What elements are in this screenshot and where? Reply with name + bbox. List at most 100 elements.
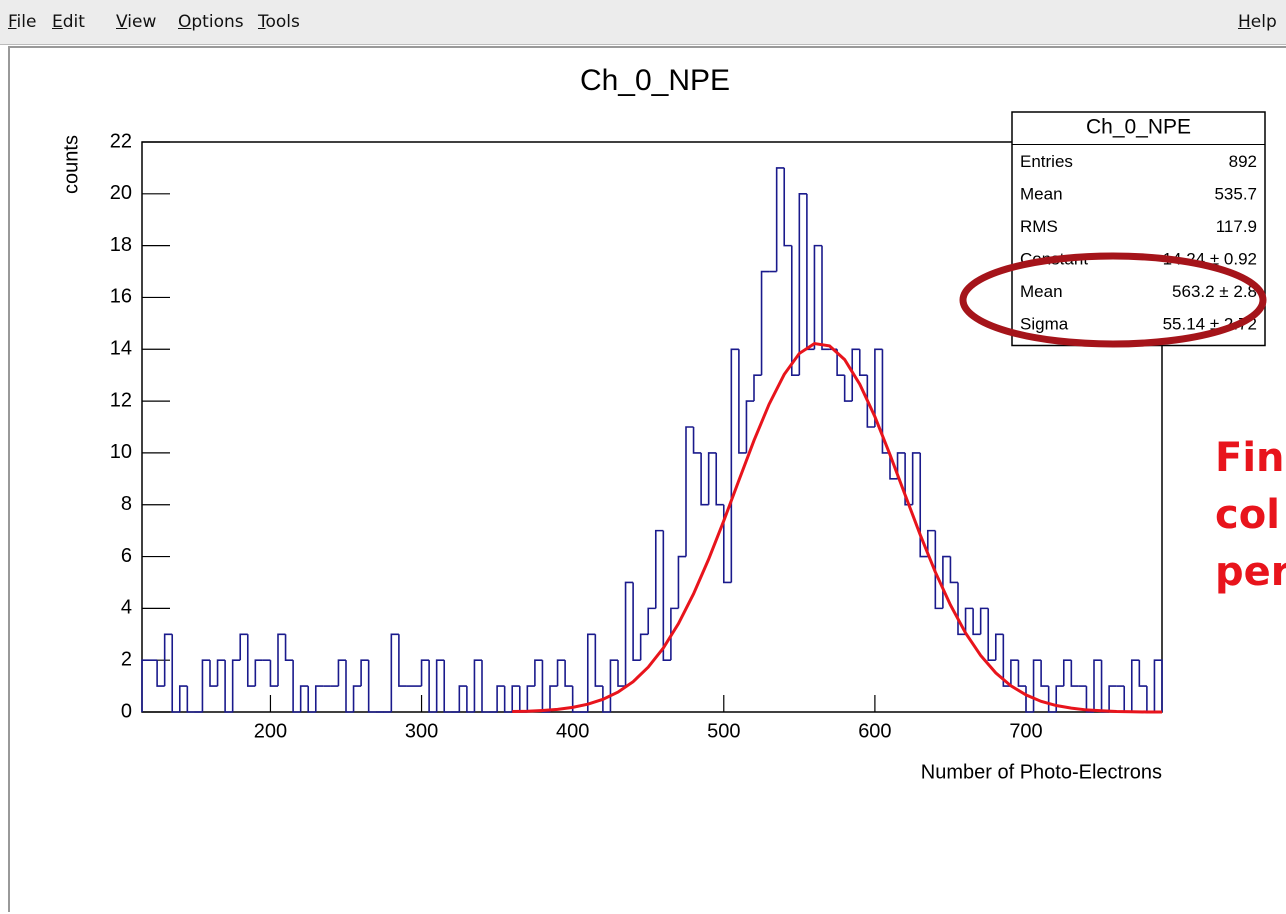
y-tick-label: 4 <box>121 597 132 619</box>
histogram-bin <box>337 659 346 687</box>
stats-label: Entries <box>1020 152 1073 171</box>
y-tick-label: 12 <box>110 389 132 411</box>
histogram-bin <box>178 685 188 712</box>
histogram-bin <box>692 427 702 454</box>
histogram-bin <box>836 349 845 376</box>
histogram-bin <box>685 426 694 557</box>
histogram-bin <box>239 633 248 661</box>
histogram-bin <box>1123 686 1132 713</box>
y-axis-label: counts <box>60 135 82 194</box>
stats-value: 563.2 ± 2.8 <box>1172 282 1257 301</box>
histogram-bin <box>1138 660 1147 687</box>
histogram-bin <box>881 349 890 454</box>
histogram-bin <box>345 660 354 713</box>
menu-item[interactable]: Tools <box>258 12 300 32</box>
histogram-bin <box>420 659 430 687</box>
menu-item[interactable]: File <box>8 12 37 32</box>
histogram-bin <box>632 582 641 661</box>
histogram-bin <box>299 685 309 712</box>
histogram-bin <box>1032 659 1042 712</box>
histogram-bin <box>511 685 520 712</box>
histogram-bin <box>677 555 686 609</box>
histogram-bin <box>526 685 535 712</box>
annotation: col <box>1215 492 1280 538</box>
histogram-bin <box>360 659 369 687</box>
menu-item[interactable]: View <box>116 12 157 32</box>
histogram-bin <box>1002 634 1011 687</box>
histogram-bin <box>934 530 943 610</box>
histogram-bin <box>246 634 256 687</box>
x-tick-label: 700 <box>1009 720 1042 742</box>
annotation: Fin <box>1215 435 1285 481</box>
histogram-bin <box>367 660 377 713</box>
histogram-bin <box>224 660 233 713</box>
menu-item[interactable]: Options <box>178 12 244 32</box>
stats-box <box>1011 111 1266 347</box>
histogram-bin <box>1010 659 1019 687</box>
histogram-bin <box>866 375 875 428</box>
histogram-bin <box>390 633 399 712</box>
histogram-bin <box>602 686 611 713</box>
histogram-bin <box>609 659 618 712</box>
histogram-bin <box>700 452 709 506</box>
histogram-bin <box>775 167 785 272</box>
histogram-bin <box>730 348 739 583</box>
histogram-bin <box>874 348 883 427</box>
histogram-bin <box>1100 660 1110 713</box>
histogram-bin <box>541 660 550 713</box>
histogram-bin <box>269 660 278 687</box>
histogram-bin <box>518 686 528 713</box>
histogram-bin <box>753 374 762 402</box>
histogram-bin <box>806 193 815 351</box>
histogram-bin <box>284 634 294 661</box>
y-tick-label: 0 <box>121 700 132 722</box>
y-tick-label: 18 <box>110 234 132 256</box>
histogram-bin <box>813 244 822 350</box>
histogram-bin <box>949 556 958 584</box>
histogram-bin <box>957 582 966 636</box>
menu-item[interactable]: Help <box>1238 12 1277 32</box>
stats-value: 892 <box>1229 152 1257 171</box>
y-tick-label: 22 <box>110 130 132 152</box>
histogram-bin <box>1093 659 1102 712</box>
histogram-bin <box>549 685 558 712</box>
histogram-bin <box>473 659 482 712</box>
histogram-bin <box>1040 660 1049 687</box>
y-tick-label: 16 <box>110 286 132 308</box>
y-tick-label: 20 <box>110 182 132 204</box>
histogram-bin <box>738 349 747 454</box>
histogram-bin <box>858 349 868 376</box>
x-axis-label: Number of Photo-Electrons <box>921 761 1162 783</box>
stats-value: 117.9 <box>1216 217 1257 236</box>
stats-value: 535.7 <box>1214 185 1257 204</box>
histogram-bin <box>964 607 974 635</box>
histogram-bin <box>556 659 566 687</box>
x-tick-label: 500 <box>707 720 740 742</box>
histogram-bin <box>639 633 649 661</box>
y-tick-label: 10 <box>110 441 132 463</box>
histogram-bin <box>503 686 513 713</box>
histogram-bin <box>790 245 800 376</box>
histogram-bin <box>292 660 301 713</box>
x-tick-label: 600 <box>858 720 891 742</box>
histogram-bin <box>156 660 165 687</box>
histogram-bin <box>843 375 853 402</box>
histogram-bin <box>443 660 452 713</box>
histogram-bin <box>594 634 603 687</box>
histogram-bin <box>1070 660 1079 687</box>
histogram-bin <box>647 607 656 635</box>
x-tick-label: 400 <box>556 720 589 742</box>
histogram-bin <box>209 660 218 687</box>
histogram-bin <box>352 685 362 712</box>
y-tick-label: 6 <box>121 545 132 567</box>
histogram-bin <box>216 659 226 687</box>
histogram-bin <box>307 686 316 713</box>
histogram-bin <box>141 659 150 712</box>
histogram-bin <box>911 452 921 505</box>
histogram-bin <box>277 633 286 687</box>
histogram-bin <box>851 348 860 402</box>
x-tick-label: 200 <box>254 720 287 742</box>
menu-item[interactable]: Edit <box>52 12 85 32</box>
histogram-bin <box>1146 686 1155 713</box>
histogram-bin <box>1047 686 1057 713</box>
